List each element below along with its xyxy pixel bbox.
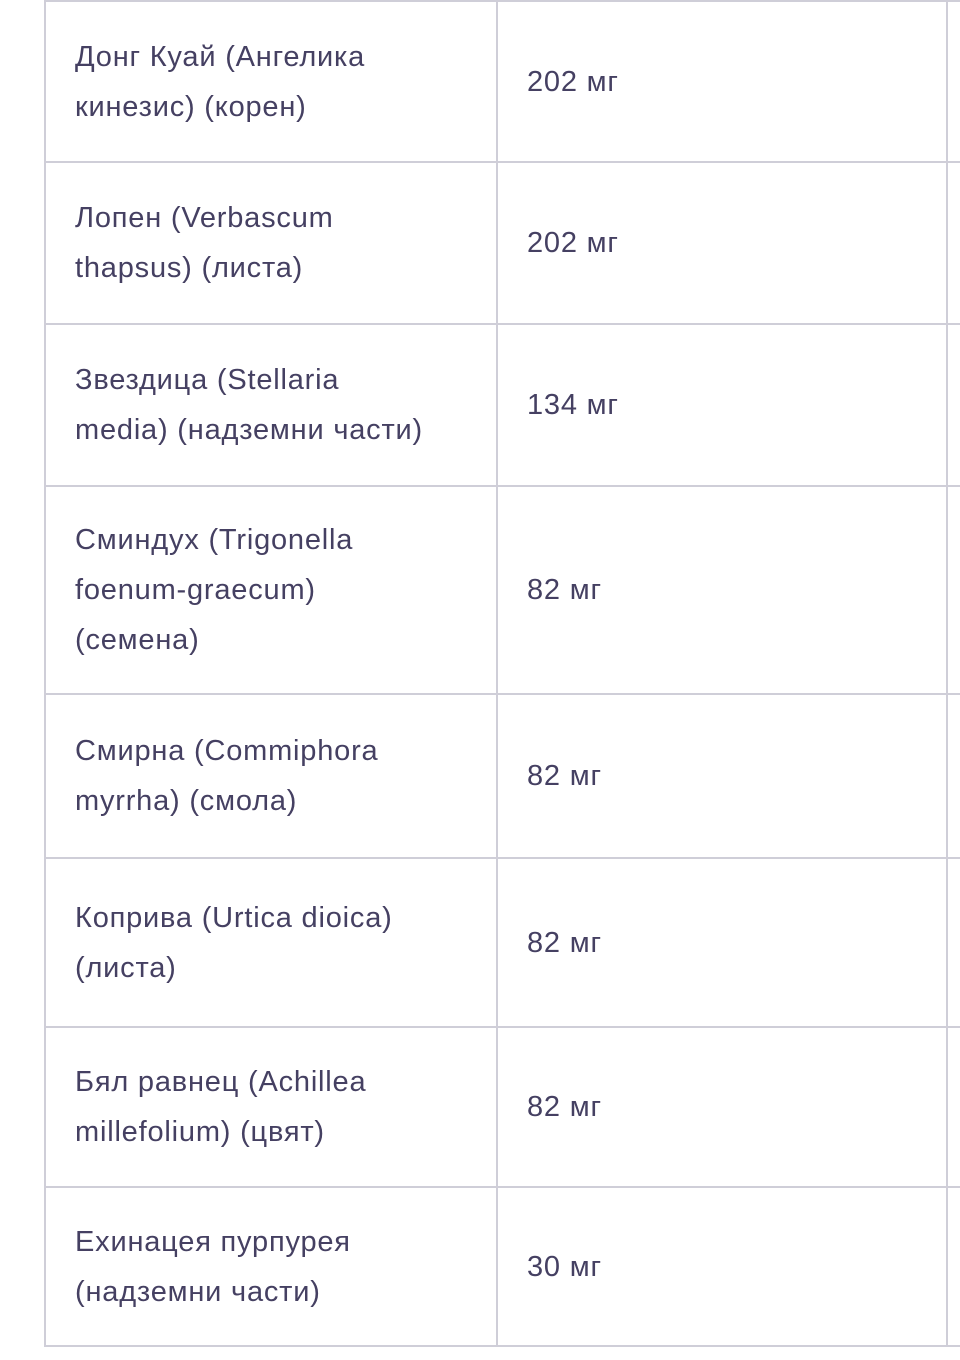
ingredient-amount-cell: 30 мг [498, 1188, 948, 1347]
ingredient-name-cell [46, 0, 498, 2]
table-row: Донг Куай (Ангелика кинезис) (корен) 202… [46, 2, 960, 163]
table-row: Лопен (Verbascum thapsus) (листа) 202 мг [46, 163, 960, 325]
ingredient-amount-cell: 134 мг [498, 325, 948, 487]
table-row: Бял равнец (Achillea millefolium) (цвят)… [46, 1028, 960, 1188]
ingredient-amount-cell: 82 мг [498, 487, 948, 695]
ingredient-name-cell: Бял равнец (Achillea millefolium) (цвят) [46, 1028, 498, 1188]
table-row: Ехинацея пурпурея (надземни части) 30 мг [46, 1188, 960, 1347]
ingredient-name-cell: Ехинацея пурпурея (надземни части) [46, 1188, 498, 1347]
ingredient-extra-cell [948, 1028, 960, 1188]
table-row: Звездица (Stellaria media) (надземни час… [46, 325, 960, 487]
ingredient-extra-cell [948, 859, 960, 1028]
ingredient-name-cell: Сминдух (Trigonella foenum-graecum) (сем… [46, 487, 498, 695]
ingredient-amount-cell: 82 мг [498, 695, 948, 859]
table-row-cutoff [46, 0, 960, 2]
ingredient-extra-cell [948, 163, 960, 325]
ingredient-extra-cell [948, 0, 960, 2]
table-row: Смирна (Commiphora myrrha) (смола) 82 мг [46, 695, 960, 859]
ingredient-amount-cell: 202 мг [498, 163, 948, 325]
table-row: Коприва (Urtica dioica) (листа) 82 мг [46, 859, 960, 1028]
ingredient-name-cell: Коприва (Urtica dioica) (листа) [46, 859, 498, 1028]
ingredient-extra-cell [948, 325, 960, 487]
ingredient-amount-cell: 82 мг [498, 859, 948, 1028]
ingredient-extra-cell [948, 1188, 960, 1347]
ingredients-table: Донг Куай (Ангелика кинезис) (корен) 202… [44, 0, 960, 1347]
ingredient-name-cell: Донг Куай (Ангелика кинезис) (корен) [46, 2, 498, 163]
ingredient-extra-cell [948, 695, 960, 859]
ingredient-extra-cell [948, 487, 960, 695]
ingredient-amount-cell: 202 мг [498, 2, 948, 163]
ingredient-name-cell: Смирна (Commiphora myrrha) (смола) [46, 695, 498, 859]
ingredient-amount-cell: 82 мг [498, 1028, 948, 1188]
ingredient-name-cell: Звездица (Stellaria media) (надземни час… [46, 325, 498, 487]
ingredient-amount-cell [498, 0, 948, 2]
table-row: Сминдух (Trigonella foenum-graecum) (сем… [46, 487, 960, 695]
ingredient-name-cell: Лопен (Verbascum thapsus) (листа) [46, 163, 498, 325]
ingredient-extra-cell [948, 2, 960, 163]
